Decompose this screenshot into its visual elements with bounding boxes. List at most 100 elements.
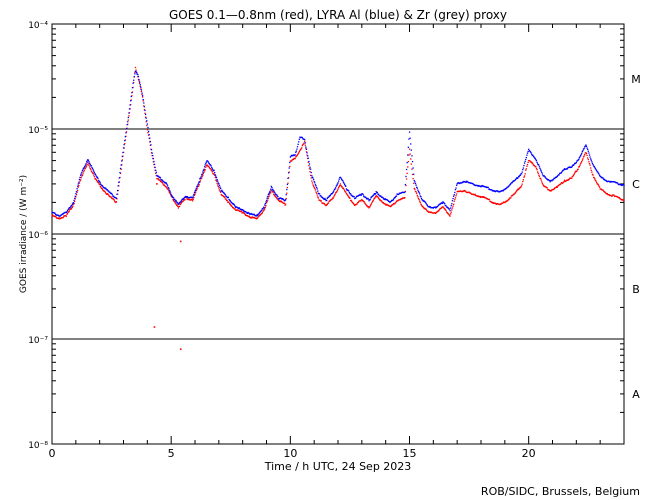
data-point <box>171 195 173 197</box>
data-point <box>392 199 394 202</box>
data-point <box>504 201 507 203</box>
data-point <box>312 177 314 179</box>
data-point <box>606 193 609 195</box>
data-point <box>198 181 200 183</box>
data-point <box>530 152 532 154</box>
data-point <box>310 171 312 174</box>
data-point <box>129 104 131 106</box>
data-point <box>93 176 96 178</box>
data-point <box>542 184 545 187</box>
data-point <box>348 191 351 194</box>
data-point <box>494 190 496 192</box>
data-point <box>165 182 168 185</box>
data-point <box>214 176 216 179</box>
data-point <box>315 185 317 187</box>
credit-text: ROB/SIDC, Brussels, Belgium <box>481 485 640 498</box>
data-point <box>194 191 197 194</box>
data-point <box>513 193 516 195</box>
data-point <box>335 191 337 193</box>
data-point <box>71 206 73 208</box>
data-point <box>587 150 589 152</box>
data-point <box>134 73 136 75</box>
data-point <box>143 108 146 111</box>
data-point <box>78 178 81 181</box>
data-point <box>200 177 203 180</box>
x-tick-label: 0 <box>49 447 56 460</box>
data-point <box>121 155 124 158</box>
data-point <box>119 172 122 174</box>
data-point <box>203 171 205 173</box>
data-point <box>418 191 420 194</box>
data-point <box>407 154 409 156</box>
data-point <box>218 187 220 189</box>
data-point <box>142 100 144 102</box>
data-point <box>379 199 382 201</box>
data-point <box>566 168 569 170</box>
data-point <box>424 201 426 203</box>
data-point <box>213 169 215 172</box>
data-point <box>178 202 181 204</box>
data-point <box>520 186 522 188</box>
data-point <box>363 201 365 203</box>
data-point <box>578 157 581 159</box>
data-point <box>204 169 206 171</box>
data-point <box>92 169 94 171</box>
data-point <box>375 195 377 197</box>
data-point <box>245 211 247 213</box>
data-point <box>337 182 339 184</box>
data-point <box>194 189 197 191</box>
data-point <box>398 193 400 195</box>
data-point <box>587 148 589 151</box>
data-point <box>408 138 410 140</box>
data-point <box>514 191 517 194</box>
data-point <box>62 216 65 218</box>
data-point <box>424 201 427 204</box>
data-point <box>251 216 253 219</box>
data-point <box>570 177 573 179</box>
data-point <box>113 199 115 201</box>
data-point <box>517 177 519 179</box>
data-point <box>84 165 86 168</box>
data-point <box>447 212 449 214</box>
data-point <box>575 170 578 173</box>
data-point <box>279 201 281 203</box>
data-point <box>212 169 214 171</box>
data-point <box>271 188 274 190</box>
data-point <box>317 190 319 192</box>
data-point <box>146 124 148 127</box>
data-point <box>274 195 277 198</box>
data-point <box>345 192 348 195</box>
data-point <box>202 171 204 173</box>
data-point <box>377 193 380 195</box>
data-point <box>184 196 186 198</box>
data-point <box>215 175 217 177</box>
data-point <box>370 204 372 206</box>
data-point <box>329 199 331 202</box>
data-point <box>191 199 193 201</box>
data-point <box>234 205 236 207</box>
data-point <box>523 164 525 167</box>
data-point <box>217 182 219 184</box>
data-point <box>417 196 419 198</box>
data-point <box>202 169 205 172</box>
data-point <box>164 184 166 187</box>
data-point <box>181 199 183 201</box>
data-point <box>102 185 104 187</box>
data-point <box>553 188 555 190</box>
data-point <box>180 200 182 202</box>
data-point <box>556 186 558 188</box>
data-point <box>414 188 416 191</box>
data-point <box>171 196 174 198</box>
data-point <box>343 190 346 192</box>
data-point <box>367 198 370 200</box>
data-point <box>85 163 87 165</box>
data-point <box>538 164 540 166</box>
data-point <box>95 178 97 181</box>
data-point <box>242 208 244 211</box>
data-point <box>281 198 284 200</box>
data-point <box>623 184 625 187</box>
data-point <box>168 191 171 194</box>
data-point <box>592 174 594 176</box>
data-point <box>116 189 119 192</box>
data-point <box>58 217 60 219</box>
